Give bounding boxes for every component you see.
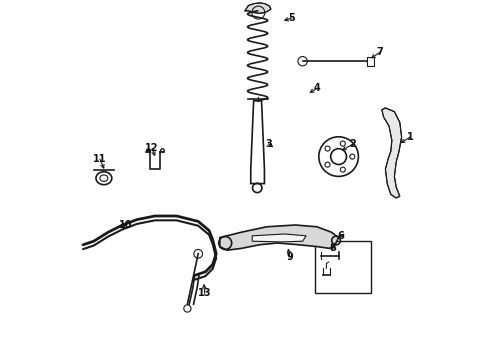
Polygon shape (220, 225, 339, 250)
Text: 4: 4 (314, 83, 320, 93)
Polygon shape (252, 234, 306, 242)
Polygon shape (382, 108, 402, 198)
Text: 12: 12 (146, 143, 159, 153)
Text: 10: 10 (119, 220, 132, 230)
Text: 8: 8 (330, 243, 337, 253)
Text: 11: 11 (93, 154, 107, 164)
Bar (315, 241, 371, 293)
Text: 7: 7 (377, 47, 383, 57)
Text: 3: 3 (265, 139, 272, 149)
Text: 13: 13 (198, 288, 211, 298)
Text: 6: 6 (337, 231, 344, 241)
Polygon shape (245, 3, 271, 13)
Text: 5: 5 (289, 13, 295, 23)
Text: 2: 2 (350, 139, 356, 149)
Text: 9: 9 (287, 252, 294, 262)
Text: 1: 1 (407, 132, 414, 142)
